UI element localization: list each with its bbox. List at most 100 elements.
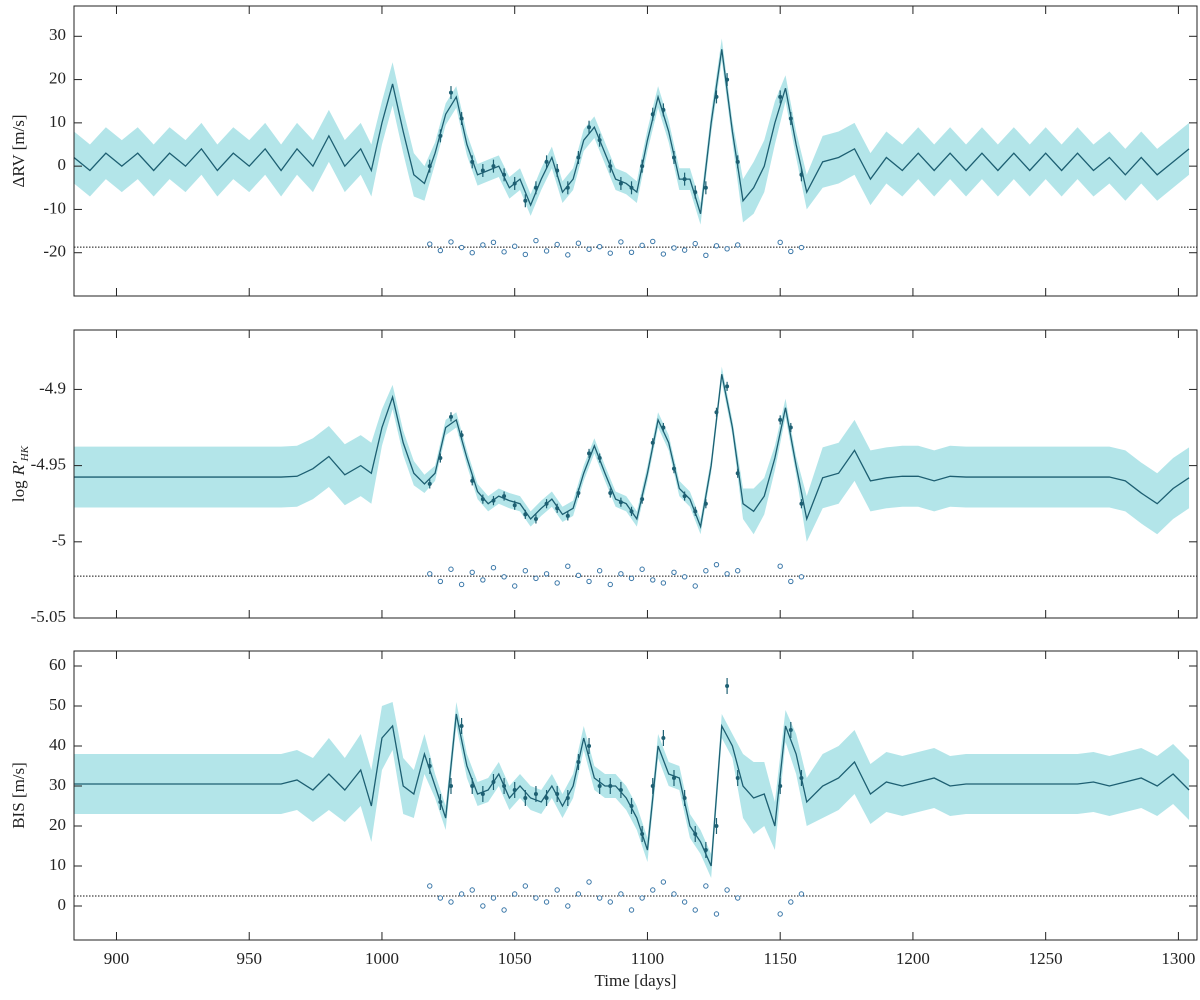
observation [555,168,560,173]
y-axis-label-symbol: R′ [9,461,28,476]
residual [458,581,465,588]
residual [628,249,635,255]
y-tick-label: -4.9 [39,378,66,397]
residual [480,903,486,909]
observation [682,177,687,182]
residual [692,907,698,913]
observation [788,116,793,121]
y-tick-label: 60 [49,655,66,674]
x-tick-label: 1050 [498,949,532,968]
residual [660,879,667,885]
x-tick-label: 1200 [896,949,930,968]
observation [565,796,570,800]
y-tick-label: 0 [58,895,67,914]
observation [778,784,783,788]
observation [555,506,560,511]
observation [533,185,538,190]
y-tick-label: 30 [49,775,66,794]
y-axis-label: log R′HK [9,445,31,502]
observation [640,832,645,836]
y-tick-label: -20 [43,242,66,261]
residual [681,899,688,905]
y-tick-label: 10 [49,112,66,131]
observation [459,433,464,438]
observation [693,509,698,514]
residual [713,911,720,917]
residual [437,247,444,254]
observation [703,501,708,506]
x-tick-label: 1150 [764,949,797,968]
residual [448,566,454,572]
residual [512,243,518,249]
observation [544,501,549,506]
residual [575,572,582,579]
observation [470,478,475,483]
residual [703,252,709,259]
residual [437,578,444,585]
residual [586,246,592,252]
observation [703,185,708,190]
observation [661,736,666,740]
residual [543,571,550,577]
residual [512,583,518,589]
observation [629,185,634,190]
observation [523,198,528,203]
observation [587,451,592,456]
observation [438,456,443,460]
y-tick-label: -5.05 [31,607,66,626]
residual [501,574,507,580]
residual [618,571,624,577]
residual [639,242,645,249]
observation [438,800,443,804]
y-tick-label: 20 [49,68,66,87]
residual [735,568,741,574]
observation [502,784,507,788]
residual [427,241,433,247]
observation [597,784,602,788]
residual [586,578,592,585]
residual [501,249,507,255]
residual [522,883,529,889]
observation [459,116,464,121]
residual [713,243,720,249]
residual [703,568,709,574]
observation [544,796,549,800]
residual [724,571,730,577]
model-line [74,374,1190,529]
observation [693,190,698,195]
residual [788,248,794,255]
observation [671,155,676,160]
y-tick-label: 0 [58,155,67,174]
residual [480,577,486,583]
observation [671,466,676,471]
observation [618,181,623,186]
observation [735,471,740,476]
observation [512,181,517,186]
model-line [74,713,1190,867]
residual [565,563,571,569]
residual [628,907,635,913]
observation [576,760,581,764]
observation [502,172,507,177]
residual [660,251,667,257]
x-tick-label: 1250 [1029,949,1063,968]
x-tick-label: 900 [104,949,130,968]
residual [618,891,624,897]
residual [586,879,592,885]
observation [618,500,623,505]
residual [724,887,730,893]
observation [448,784,453,788]
residual [448,899,454,905]
observation [544,159,549,164]
residual [713,561,720,568]
observation [491,780,496,784]
observation [470,159,475,164]
residual [554,241,560,248]
axes-frame [73,5,1198,297]
observation [629,509,634,514]
observation [725,684,730,688]
residual [692,583,698,589]
residual [543,248,550,254]
residual [671,245,677,251]
observation [661,107,666,112]
